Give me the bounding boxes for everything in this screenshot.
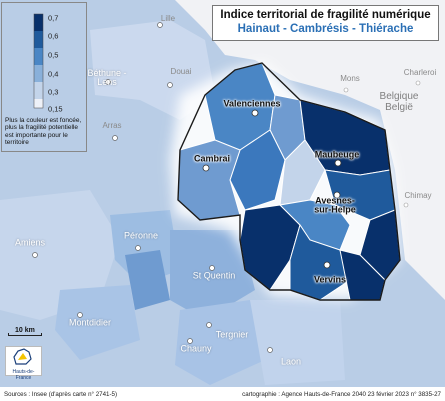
footer-sources: Sources : Insee (d'après carte n° 2741-5… bbox=[4, 391, 118, 398]
label-tergnier: Tergnier bbox=[215, 329, 249, 340]
territory-vervins bbox=[289, 223, 351, 301]
legend-tick-0: 0,7 bbox=[48, 13, 59, 23]
study-area-border bbox=[177, 62, 401, 301]
map-title-box: Indice territorial de fragilité numériqu… bbox=[212, 5, 439, 41]
territory-sambre bbox=[279, 139, 326, 206]
label-peronne: Péronne bbox=[123, 230, 159, 241]
label-country-belgium: Belgique België bbox=[379, 91, 419, 113]
dot-peronne bbox=[135, 245, 141, 251]
label-douai: Douai bbox=[170, 67, 192, 76]
label-charleroi: Charleroi bbox=[403, 68, 437, 77]
dot-vervins bbox=[323, 261, 331, 269]
dot-montdidier bbox=[77, 312, 83, 318]
legend-note: Plus la couleur est foncée, plus la frag… bbox=[5, 117, 82, 147]
region-patch-montdidier bbox=[55, 285, 140, 360]
dot-douai bbox=[167, 82, 173, 88]
legend-tick-5: 0,15 bbox=[48, 104, 63, 114]
region-logo: Hauts-de-France bbox=[5, 346, 42, 381]
label-cambrai: Cambrai bbox=[193, 153, 231, 164]
dot-arras bbox=[112, 135, 118, 141]
region-patch-chauny bbox=[175, 300, 265, 385]
scale-bar bbox=[8, 333, 42, 336]
label-chauny: Chauny bbox=[180, 343, 212, 354]
dot-lille bbox=[157, 22, 163, 28]
region-patch-laon bbox=[250, 300, 345, 385]
dot-mons bbox=[343, 87, 349, 93]
dot-charleroi bbox=[415, 80, 421, 86]
logo-text: Hauts-de-France bbox=[12, 369, 35, 381]
label-montdidier: Montdidier bbox=[68, 317, 112, 328]
dot-tergnier bbox=[206, 322, 212, 328]
dot-laon bbox=[267, 347, 273, 353]
map-title: Indice territorial de fragilité numériqu… bbox=[220, 9, 431, 21]
map-subtitle: Hainaut - Cambrésis - Thiérache bbox=[237, 23, 414, 35]
label-valenciennes: Valenciennes bbox=[223, 98, 281, 109]
dot-maubeuge bbox=[334, 159, 342, 167]
label-arras: Arras bbox=[102, 121, 122, 130]
dot-chauny bbox=[187, 338, 193, 344]
label-st-quentin: St Quentin bbox=[192, 270, 236, 281]
label-vervins: Vervins bbox=[313, 274, 347, 285]
region-patch-stquentin bbox=[170, 230, 255, 320]
label-mons: Mons bbox=[340, 74, 360, 83]
label-maubeuge: Maubeuge bbox=[314, 149, 360, 160]
legend: 0,7 0,6 0,5 0,4 0,3 0,15 Plus la couleur… bbox=[1, 2, 87, 152]
scale-label: 10 km bbox=[15, 327, 35, 334]
legend-colorbar bbox=[33, 13, 44, 109]
dot-chimay bbox=[403, 202, 409, 208]
label-chimay: Chimay bbox=[404, 191, 432, 200]
footer-credits: cartographie : Agence Hauts-de-France 20… bbox=[242, 391, 441, 398]
dot-cambrai bbox=[202, 164, 210, 172]
footer: Sources : Insee (d'après carte n° 2741-5… bbox=[0, 387, 445, 401]
region-patch-dark bbox=[125, 250, 170, 310]
label-avesnes: Avesnes-sur-Helpe bbox=[314, 195, 356, 215]
dot-st-quentin bbox=[209, 265, 215, 271]
label-amiens: Amiens bbox=[14, 237, 46, 248]
dot-avesnes bbox=[333, 191, 341, 199]
label-laon: Laon bbox=[280, 356, 302, 367]
legend-tick-4: 0,3 bbox=[48, 87, 59, 97]
legend-tick-2: 0,5 bbox=[48, 50, 59, 60]
label-lille: Lille bbox=[160, 14, 176, 23]
region-patch-west bbox=[0, 190, 120, 320]
hauts-de-france-logo-icon bbox=[13, 348, 32, 365]
dot-bethune bbox=[105, 79, 111, 85]
dot-amiens bbox=[32, 252, 38, 258]
belgium-area bbox=[175, 0, 445, 300]
dot-valenciennes bbox=[251, 109, 259, 117]
label-bethune-lens: Béthune - Lens bbox=[87, 68, 127, 87]
legend-tick-1: 0,6 bbox=[48, 31, 59, 41]
legend-tick-3: 0,4 bbox=[48, 69, 59, 79]
